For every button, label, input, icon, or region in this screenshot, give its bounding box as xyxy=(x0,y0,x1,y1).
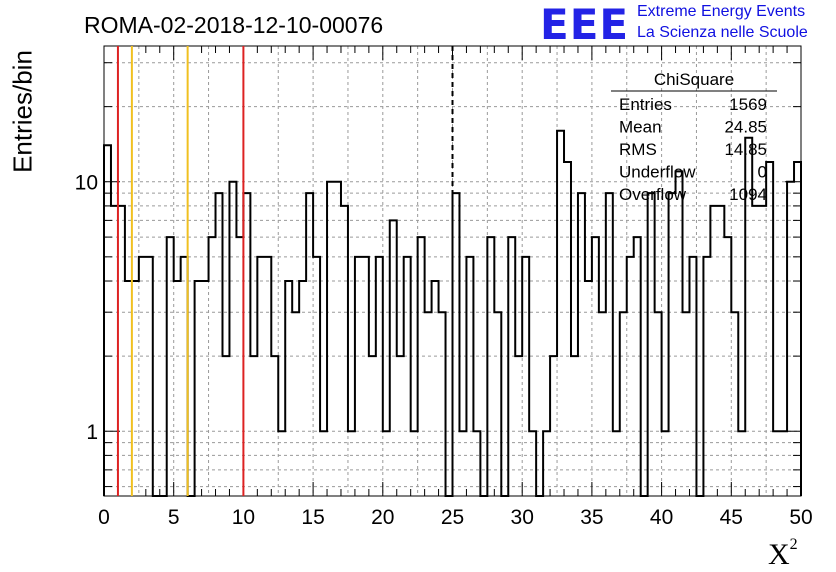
logo-subtitle-line1: Extreme Energy Events xyxy=(637,3,806,20)
x-axis-label-base: X xyxy=(768,538,790,571)
y-axis-label: Entries/bin xyxy=(7,50,38,173)
x-tick-label: 50 xyxy=(789,506,812,529)
x-tick-label: 30 xyxy=(511,506,534,529)
eee-logo: EEE xyxy=(540,0,630,49)
x-tick-label: 15 xyxy=(301,506,324,529)
stats-row-label: RMS xyxy=(619,140,657,159)
y-tick-label: 10 xyxy=(75,172,98,195)
logo-subtitle-line2: La Scienza nelle Scuole xyxy=(637,24,808,41)
stats-row-value: 0 xyxy=(758,163,767,182)
stats-row-label: Overflow xyxy=(619,185,687,204)
x-tick-label: 45 xyxy=(720,506,743,529)
y-tick-label: 1 xyxy=(86,421,98,444)
stats-row-label: Entries xyxy=(619,95,672,114)
stats-row-value: 1569 xyxy=(729,95,767,114)
x-tick-label: 20 xyxy=(371,506,394,529)
x-axis-label-exponent: 2 xyxy=(789,536,798,553)
x-tick-label: 10 xyxy=(232,506,255,529)
x-tick-label: 40 xyxy=(650,506,673,529)
stats-row-value: 1094 xyxy=(729,185,767,204)
stats-box-title: ChiSquare xyxy=(654,70,734,89)
chart-title: ROMA-02-2018-12-10-00076 xyxy=(84,12,384,38)
x-tick-label: 0 xyxy=(98,506,110,529)
stats-row-label: Mean xyxy=(619,118,662,137)
x-tick-label: 35 xyxy=(580,506,603,529)
x-tick-label: 5 xyxy=(168,506,180,529)
x-tick-label: 25 xyxy=(441,506,464,529)
stats-row-value: 14.85 xyxy=(724,140,767,159)
x-axis-label: X2 xyxy=(768,536,798,572)
histogram-steps xyxy=(103,129,802,497)
stats-row-value: 24.85 xyxy=(724,118,767,137)
stats-row-label: Underflow xyxy=(619,163,696,182)
